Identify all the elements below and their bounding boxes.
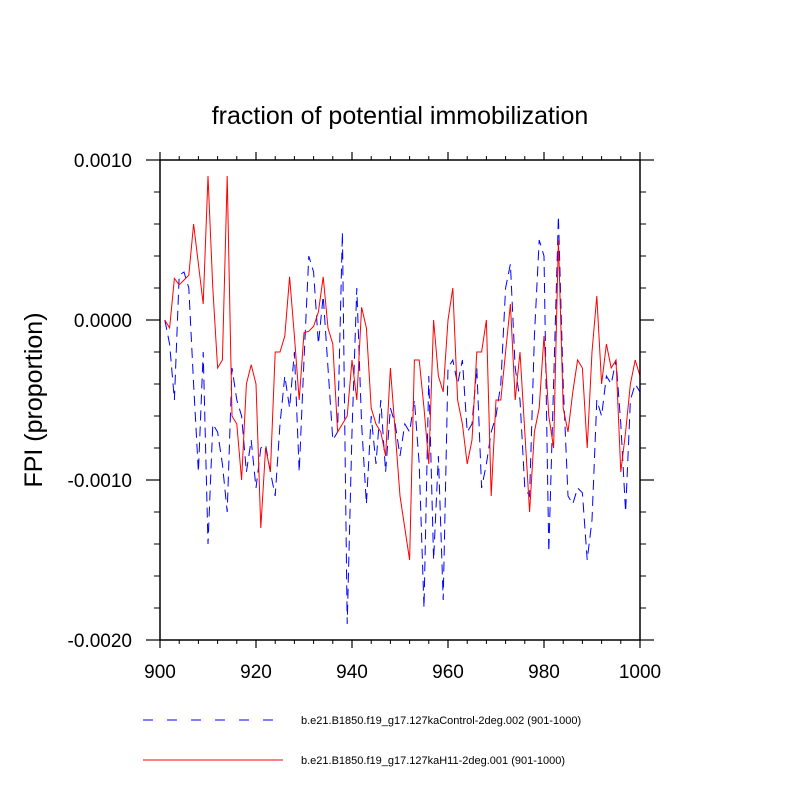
x-tick-label: 900 <box>144 662 176 683</box>
x-tick-label: 980 <box>528 662 560 683</box>
y-axis-label: FPI (proportion) <box>20 312 48 487</box>
series-layer <box>164 175 641 625</box>
x-tick-label: 940 <box>336 662 368 683</box>
y-tick-label: -0.0010 <box>68 471 132 492</box>
y-tick-label: 0.0000 <box>74 311 132 332</box>
legend: b.e21.B1850.f19_g17.127kaControl-2deg.00… <box>143 715 581 767</box>
x-tick-label: 1000 <box>619 662 661 683</box>
chart-title: fraction of potential immobilization <box>212 102 589 130</box>
series-line-1 <box>164 215 641 625</box>
plot-frame <box>159 159 641 641</box>
ticks-layer: 900 920 940 960 980 1000 -0.0020 -0.0010 0.0000 0… <box>68 151 662 683</box>
legend-label-2: b.e21.B1850.f19_g17.127kaH11-2deg.001 (9… <box>301 755 565 767</box>
y-tick-label: -0.0020 <box>68 631 132 652</box>
x-tick-label: 960 <box>432 662 464 683</box>
x-tick-label: 920 <box>240 662 272 683</box>
legend-label-1: b.e21.B1850.f19_g17.127kaControl-2deg.00… <box>301 715 581 727</box>
y-tick-label: 0.0010 <box>74 151 132 172</box>
series-line-2 <box>164 175 641 561</box>
